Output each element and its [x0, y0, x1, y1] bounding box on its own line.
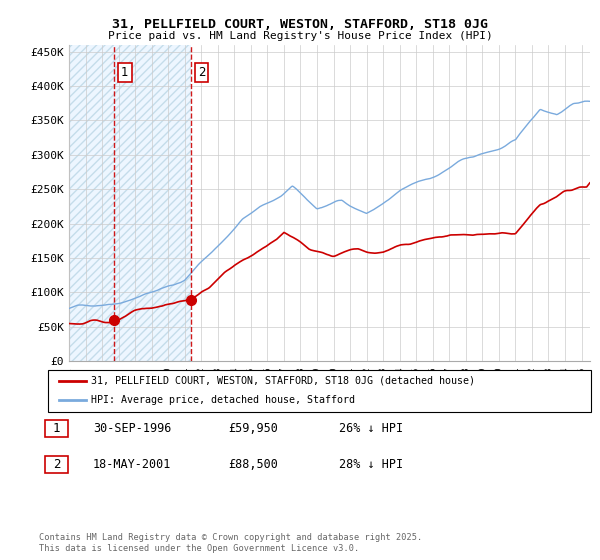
Text: 2: 2 [197, 66, 205, 79]
Text: 30-SEP-1996: 30-SEP-1996 [93, 422, 172, 435]
Text: £59,950: £59,950 [228, 422, 278, 435]
Text: HPI: Average price, detached house, Stafford: HPI: Average price, detached house, Staf… [91, 395, 355, 405]
Text: 31, PELLFIELD COURT, WESTON, STAFFORD, ST18 0JG: 31, PELLFIELD COURT, WESTON, STAFFORD, S… [112, 18, 488, 31]
Text: 31, PELLFIELD COURT, WESTON, STAFFORD, ST18 0JG (detached house): 31, PELLFIELD COURT, WESTON, STAFFORD, S… [91, 376, 475, 386]
Text: 18-MAY-2001: 18-MAY-2001 [93, 458, 172, 472]
Text: 1: 1 [53, 422, 60, 435]
Text: 26% ↓ HPI: 26% ↓ HPI [339, 422, 403, 435]
Text: Price paid vs. HM Land Registry's House Price Index (HPI): Price paid vs. HM Land Registry's House … [107, 31, 493, 41]
Text: 2: 2 [53, 458, 60, 472]
Text: 28% ↓ HPI: 28% ↓ HPI [339, 458, 403, 472]
Bar [69, 45, 191, 361]
Text: £88,500: £88,500 [228, 458, 278, 472]
Text: 1: 1 [121, 66, 128, 79]
Bar [69, 45, 191, 361]
Text: Contains HM Land Registry data © Crown copyright and database right 2025.
This d: Contains HM Land Registry data © Crown c… [39, 533, 422, 553]
